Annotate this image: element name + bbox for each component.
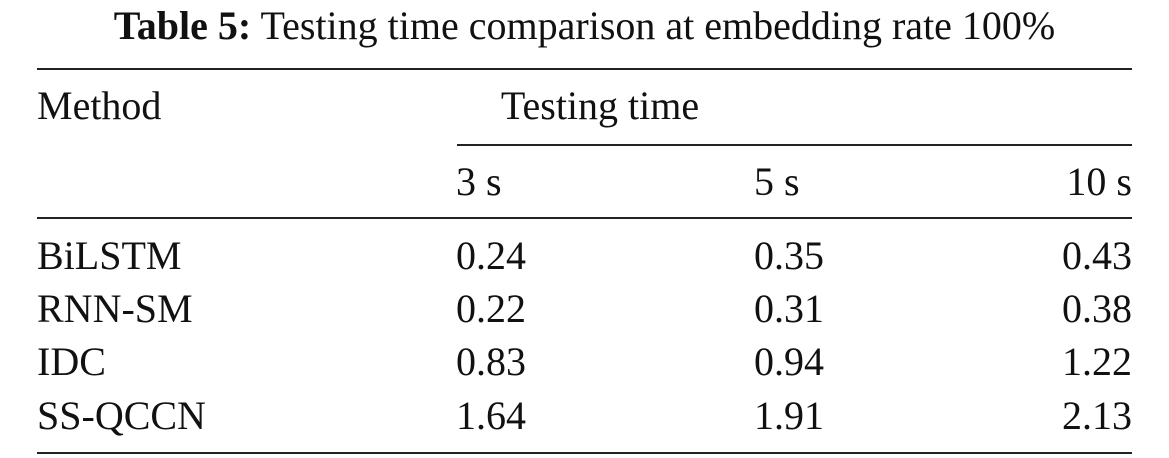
- method-header: Method: [37, 83, 162, 128]
- method-cell: BiLSTM: [37, 233, 182, 278]
- value-cell: 1.91: [754, 393, 824, 438]
- column-header-10s: 10 s: [1066, 159, 1132, 204]
- method-cell: SS-QCCN: [37, 393, 206, 438]
- caption-text: Testing time comparison at embedding rat…: [260, 3, 1056, 48]
- caption-label: Table 5:: [113, 3, 252, 48]
- value-cell: 0.22: [456, 286, 526, 331]
- top-rule: [37, 68, 1132, 70]
- value-cell: 0.94: [754, 339, 824, 384]
- value-cell: 0.24: [456, 233, 526, 278]
- value-cell: 0.83: [456, 339, 526, 384]
- testing-time-header: Testing time: [500, 83, 700, 128]
- value-cell: 0.31: [754, 286, 824, 331]
- group-rule: [457, 144, 1132, 146]
- value-cell: 0.35: [754, 233, 824, 278]
- table-caption: Table 5: Testing time comparison at embe…: [0, 4, 1169, 48]
- value-cell: 1.22: [1062, 339, 1132, 384]
- mid-rule: [37, 217, 1132, 219]
- bottom-rule: [37, 452, 1132, 454]
- method-cell: RNN-SM: [37, 286, 193, 331]
- value-cell: 2.13: [1062, 393, 1132, 438]
- value-cell: 0.43: [1062, 233, 1132, 278]
- value-cell: 0.38: [1062, 286, 1132, 331]
- column-header-3s: 3 s: [456, 159, 502, 204]
- column-header-5s: 5 s: [754, 159, 800, 204]
- method-cell: IDC: [37, 339, 106, 384]
- value-cell: 1.64: [456, 393, 526, 438]
